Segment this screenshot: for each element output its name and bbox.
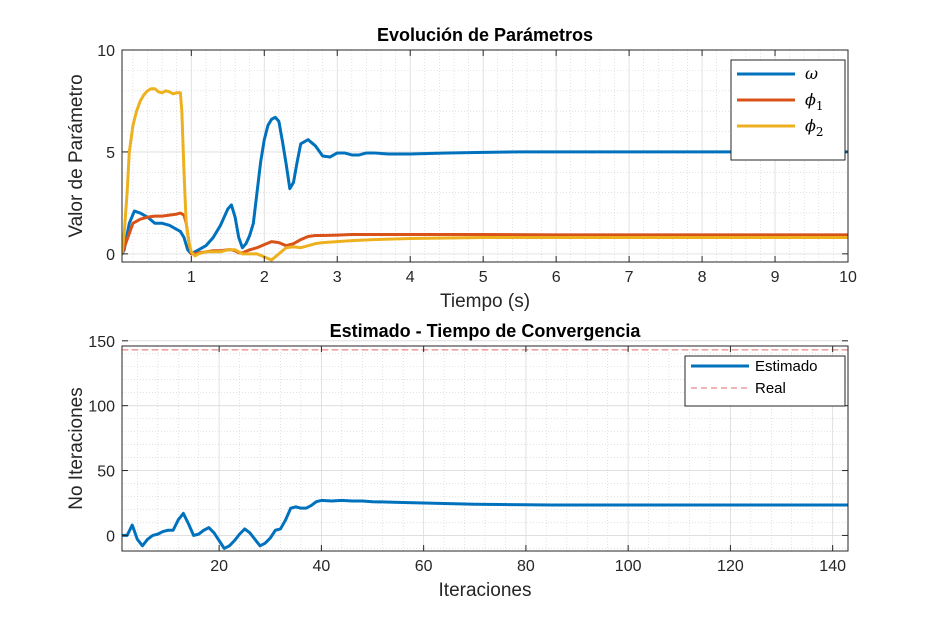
series-line-2 [122,87,848,262]
legend-label: ϕ1 [805,90,824,113]
legend-label: ϕ2 [805,116,824,139]
y-tick-label: 50 [97,464,115,481]
x-tick-label: 7 [625,269,634,286]
axes-box [121,49,849,263]
x-axis-label: Tiempo (s) [440,291,530,312]
y-tick-label: 10 [97,43,115,60]
x-tick-label: 2 [260,269,269,286]
x-tick-label: 40 [312,558,330,575]
axis-ticks: 1 2 3 4 5 6 7 8 9 10 0 5 10 [97,43,857,286]
y-tick-label: 0 [106,247,115,264]
x-tick-label: 5 [479,269,488,286]
y-tick-label: 100 [88,399,115,416]
x-tick-label: 8 [698,269,707,286]
series-line-0 [122,498,848,550]
chart-title: Evolución de Parámetros [377,25,593,45]
x-tick-label: 6 [552,269,561,286]
chart-title: Estimado - Tiempo de Convergencia [330,321,642,341]
legend: Estimado Real [684,355,846,407]
legend-box [684,355,846,407]
y-axis-label: No Iteraciones [66,387,87,510]
y-tick-label: 5 [106,145,115,162]
legend-label: Real [755,380,786,397]
x-tick-label: 20 [210,558,228,575]
x-tick-label: 80 [517,558,535,575]
parameter-evolution-chart: Evolución de Parámetros 1 2 3 4 5 6 7 8 9 100510 … [66,25,857,312]
x-tick-label: 140 [819,558,846,575]
x-tick-label: 3 [333,269,342,286]
x-tick-label: 120 [717,558,744,575]
legend-box [730,59,846,161]
series-line-0 [122,115,848,256]
axis-ticks: 20 40 60 80 100 120 140 0 50 100 150 [88,334,848,575]
legend-label: Estimado [755,358,818,375]
x-tick-label: 10 [839,269,857,286]
x-tick-label: 4 [406,269,415,286]
axes-box [121,345,849,552]
convergence-time-chart: Estimado - Tiempo de Convergencia 20 40 60… [66,321,849,601]
x-tick-label: 1 [187,269,196,286]
plot-area [122,50,848,262]
series-group [122,87,848,262]
x-axis-label: Iteraciones [439,580,532,601]
legend-label: ω [805,64,818,83]
x-tick-label: 60 [415,558,433,575]
legend: ω ϕ1 ϕ2 [730,59,846,161]
x-tick-label: 9 [771,269,780,286]
y-tick-label: 0 [106,528,115,545]
series-group [122,349,848,550]
y-axis-label: Valor de Parámetro [66,74,87,237]
y-tick-label: 150 [88,334,115,351]
x-tick-label: 100 [615,558,642,575]
